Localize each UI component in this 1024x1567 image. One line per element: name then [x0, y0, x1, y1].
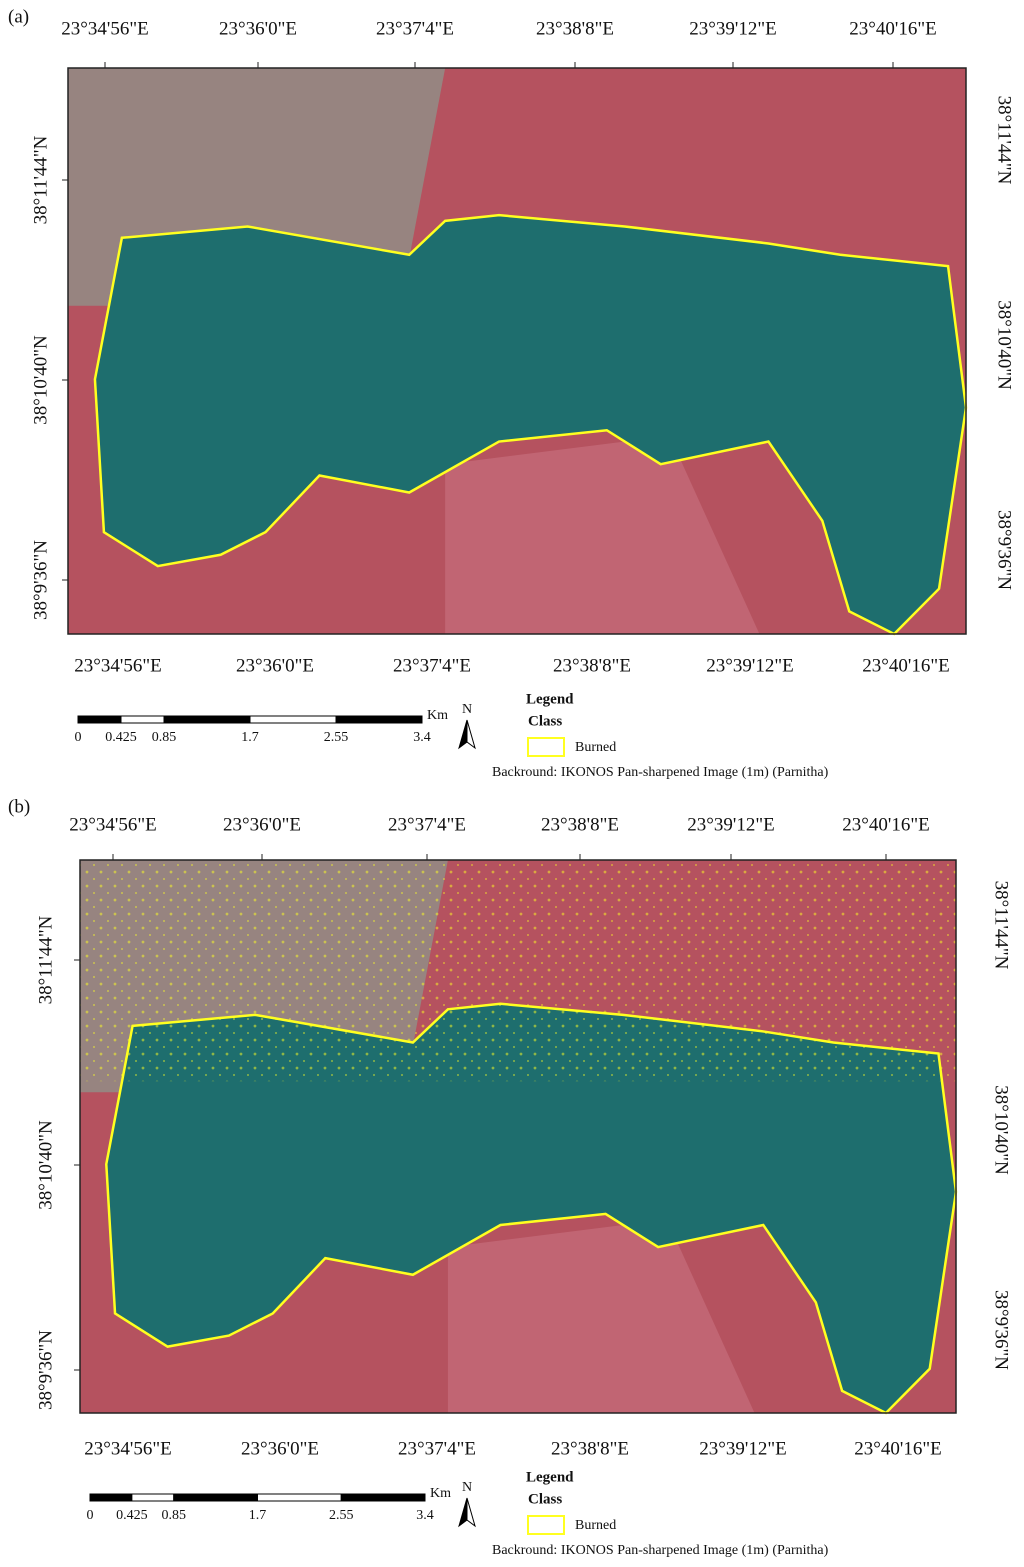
background-note: Backround: IKONOS Pan-sharpened Image (1… [492, 765, 829, 780]
latitude-label: 38°11'44"N [35, 915, 56, 1004]
panel-label: (a) [8, 6, 29, 27]
map-frame [67, 67, 967, 635]
map-frame [79, 859, 957, 1414]
scale-label: 1.7 [249, 1508, 267, 1523]
scale-bar-segment [77, 715, 122, 724]
latitude-label: 38°10'40"N [994, 300, 1015, 390]
longitude-label: 23°34'56"E [84, 1438, 171, 1459]
scale-label: 2.55 [329, 1508, 354, 1523]
latitude-label: 38°11'44"N [991, 881, 1012, 970]
scale-label: 0.425 [105, 730, 137, 745]
scale-label: 0 [87, 1508, 94, 1523]
north-label: N [462, 702, 472, 717]
latitude-label: 38°10'40"N [30, 335, 51, 425]
latitude-label: 38°11'44"N [994, 96, 1015, 185]
scale-bar-segment [249, 715, 337, 724]
scale-label: 2.55 [324, 730, 349, 745]
scale-unit: Km [430, 1486, 451, 1501]
longitude-label: 23°36'0"E [223, 814, 301, 835]
scale-bar-segment [89, 1493, 133, 1502]
longitude-label: 23°40'16"E [854, 1438, 941, 1459]
scale-label: 3.4 [416, 1508, 434, 1523]
longitude-label: 23°39'12"E [706, 655, 793, 676]
panel-label: (b) [8, 796, 30, 817]
longitude-label: 23°39'12"E [687, 814, 774, 835]
latitude-label: 38°10'40"N [35, 1120, 56, 1210]
scale-label: 0.85 [162, 1508, 187, 1523]
longitude-label: 23°34'56"E [74, 655, 161, 676]
longitude-label: 23°40'16"E [862, 655, 949, 676]
agricultural-area [447, 1219, 755, 1413]
longitude-label: 23°37'4"E [376, 18, 454, 39]
longitude-label: 23°39'12"E [699, 1438, 786, 1459]
longitude-label: 23°40'16"E [849, 18, 936, 39]
longitude-label: 23°34'56"E [69, 814, 156, 835]
longitude-label: 23°34'56"E [61, 18, 148, 39]
scale-bar-segment [335, 715, 423, 724]
longitude-label: 23°38'8"E [551, 1438, 629, 1459]
longitude-label: 23°37'4"E [398, 1438, 476, 1459]
burned-area [93, 213, 968, 636]
longitude-label: 23°39'12"E [689, 18, 776, 39]
longitude-label: 23°38'8"E [553, 655, 631, 676]
latitude-label: 38°9'36"N [30, 540, 51, 620]
map-panel: (b) 23°34'56"E 23°34'56"E 23°36'0"E 23°36'0"… [8, 796, 1012, 1558]
scale-bar-segment [340, 1493, 426, 1502]
longitude-label: 23°37'4"E [388, 814, 466, 835]
longitude-label: 23°38'8"E [536, 18, 614, 39]
legend-swatch [527, 737, 565, 757]
scale-bar-segment [163, 715, 251, 724]
north-arrow [458, 1497, 468, 1528]
longitude-label: 23°37'4"E [393, 655, 471, 676]
latitude-label: 38°11'44"N [30, 135, 51, 224]
longitude-label: 23°38'8"E [541, 814, 619, 835]
latitude-label: 38°10'40"N [991, 1085, 1012, 1175]
legend-item: Burned [575, 740, 616, 755]
scale-label: 0 [75, 730, 82, 745]
scale-bar-segment [131, 1493, 175, 1502]
legend-subtitle: Class [528, 713, 562, 729]
legend-title: Legend [526, 1469, 574, 1485]
legend-item: Burned [575, 1518, 616, 1533]
north-arrow [466, 719, 476, 750]
scale-bar-segment [173, 1493, 258, 1502]
latitude-label: 38°9'36"N [994, 510, 1015, 590]
burned-specks [80, 860, 956, 1082]
map-panel: (a) 23°34'56"E 23°34'56"E 23°36'0"E 23°36'0"… [8, 6, 1015, 780]
scale-label: 0.85 [152, 730, 177, 745]
legend-title: Legend [526, 691, 574, 707]
scale-label: 1.7 [241, 730, 259, 745]
scale-unit: Km [427, 708, 448, 723]
legend-swatch [527, 1515, 565, 1535]
latitude-label: 38°9'36"N [35, 1330, 56, 1410]
agricultural-area [445, 435, 760, 634]
longitude-label: 23°36'0"E [241, 1438, 319, 1459]
north-label: N [462, 1480, 472, 1495]
latitude-label: 38°9'36"N [991, 1290, 1012, 1370]
longitude-label: 23°36'0"E [219, 18, 297, 39]
north-arrow [466, 1497, 476, 1528]
legend-subtitle: Class [528, 1491, 562, 1507]
longitude-label: 23°36'0"E [236, 655, 314, 676]
scale-label: 3.4 [413, 730, 431, 745]
north-arrow [458, 719, 468, 750]
longitude-label: 23°40'16"E [842, 814, 929, 835]
scale-label: 0.425 [116, 1508, 148, 1523]
scale-bar-segment [120, 715, 165, 724]
scale-bar-segment [257, 1493, 342, 1502]
background-note: Backround: IKONOS Pan-sharpened Image (1… [492, 1543, 829, 1558]
